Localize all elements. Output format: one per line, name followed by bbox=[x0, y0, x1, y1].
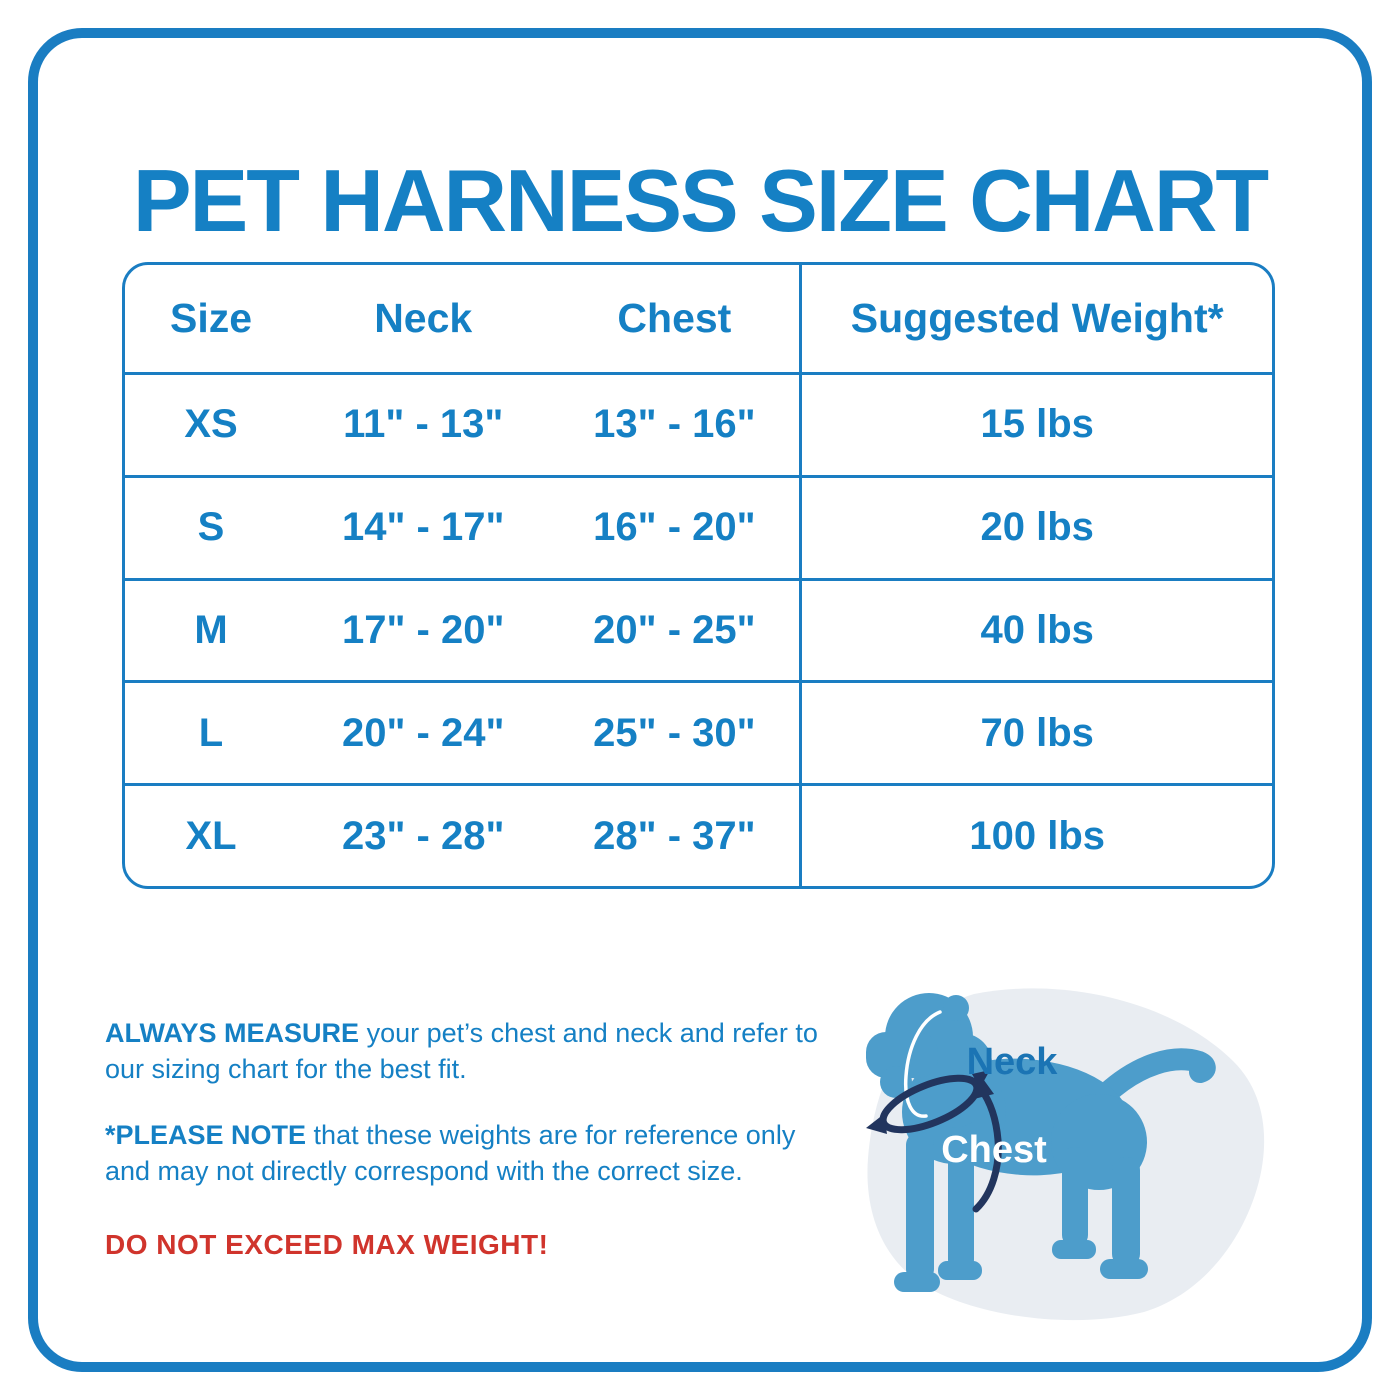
size-value: XS bbox=[184, 402, 238, 447]
chest-value: 16" - 20" bbox=[593, 505, 756, 550]
neck-value: 20" - 24" bbox=[341, 710, 505, 755]
header-size: Size bbox=[170, 295, 253, 341]
dog-chin bbox=[880, 1066, 912, 1098]
neck-value: 14" - 17" bbox=[341, 505, 505, 550]
note-always-measure: ALWAYS MEASURE your pet’s chest and neck… bbox=[105, 1016, 821, 1088]
chest-label: Chest bbox=[941, 1129, 1047, 1171]
dog-front-paw-2 bbox=[938, 1261, 982, 1280]
neck-label: Neck bbox=[967, 1041, 1059, 1083]
dog-illustration: Neck Chest bbox=[866, 988, 1265, 1321]
weight-value: 70 lbs bbox=[799, 683, 1272, 784]
chest-value: 25" - 30" bbox=[593, 710, 756, 755]
dog-rear-leg bbox=[1112, 1157, 1140, 1267]
note-text: that these weights are for reference onl… bbox=[105, 1119, 796, 1186]
dog-front-leg-2 bbox=[948, 1137, 974, 1272]
table-row-xl: XL 23" - 28" 28" - 37" 100 lbs bbox=[125, 783, 1272, 886]
neck-value: 11" - 13" bbox=[343, 402, 504, 447]
note-bold-lead: ALWAYS MEASURE bbox=[105, 1018, 360, 1048]
dog-rear-paw bbox=[1100, 1259, 1148, 1279]
outer-border-frame bbox=[28, 28, 1372, 1372]
dog-rear-leg-2 bbox=[1062, 1147, 1088, 1247]
dog-ear-fold bbox=[943, 995, 969, 1021]
dog-rear-paw-2 bbox=[1052, 1240, 1096, 1259]
header-chest: Chest bbox=[617, 295, 732, 341]
size-chart-table: Size Neck Chest Suggested Weight* XS 11"… bbox=[122, 262, 1275, 889]
table-row-m: M 17" - 20" 20" - 25" 40 lbs bbox=[125, 577, 1272, 681]
note-text: your pet’s chest and neck and refer to o… bbox=[105, 1018, 818, 1084]
table-row-s: S 14" - 17" 16" - 20" 20 lbs bbox=[125, 474, 1272, 578]
chest-measure-loop bbox=[970, 1076, 1002, 1213]
warning-text: DO NOT EXCEED MAX WEIGHT! bbox=[105, 1228, 549, 1260]
dog-front-leg bbox=[906, 1132, 934, 1282]
dog-front-paw bbox=[894, 1272, 940, 1292]
notes-section: ALWAYS MEASURE your pet’s chest and neck… bbox=[105, 1016, 821, 1293]
size-value: L bbox=[198, 710, 224, 755]
table-header-row: Size Neck Chest Suggested Weight* bbox=[125, 265, 1272, 372]
table-row-xs: XS 11" - 13" 13" - 16" 15 lbs bbox=[125, 372, 1272, 475]
neck-value: 17" - 20" bbox=[341, 607, 505, 652]
weight-value: 40 lbs bbox=[799, 580, 1272, 681]
chest-value: 20" - 25" bbox=[593, 607, 756, 652]
ear-outline bbox=[903, 1010, 942, 1118]
note-please-note: *PLEASE NOTE that these weights are for … bbox=[105, 1118, 821, 1190]
neck-value: 23" - 28" bbox=[341, 813, 505, 858]
table-row-l: L 20" - 24" 25" - 30" 70 lbs bbox=[125, 680, 1272, 784]
dog-muzzle bbox=[866, 1032, 938, 1078]
chest-value: 13" - 16" bbox=[593, 402, 756, 447]
weight-value: 20 lbs bbox=[799, 477, 1272, 578]
size-value: XL bbox=[185, 813, 237, 858]
chest-value: 28" - 37" bbox=[593, 813, 756, 858]
header-neck: Neck bbox=[374, 295, 473, 341]
size-value: S bbox=[197, 505, 225, 550]
weight-value: 100 lbs bbox=[799, 786, 1272, 886]
header-suggested-weight: Suggested Weight* bbox=[799, 265, 1272, 372]
note-bold-lead: *PLEASE NOTE bbox=[105, 1119, 307, 1150]
weight-value: 15 lbs bbox=[799, 375, 1272, 475]
size-value: M bbox=[194, 607, 228, 652]
page-title: PET HARNESS SIZE CHART bbox=[132, 151, 1269, 250]
dog-tail bbox=[1095, 1048, 1216, 1105]
